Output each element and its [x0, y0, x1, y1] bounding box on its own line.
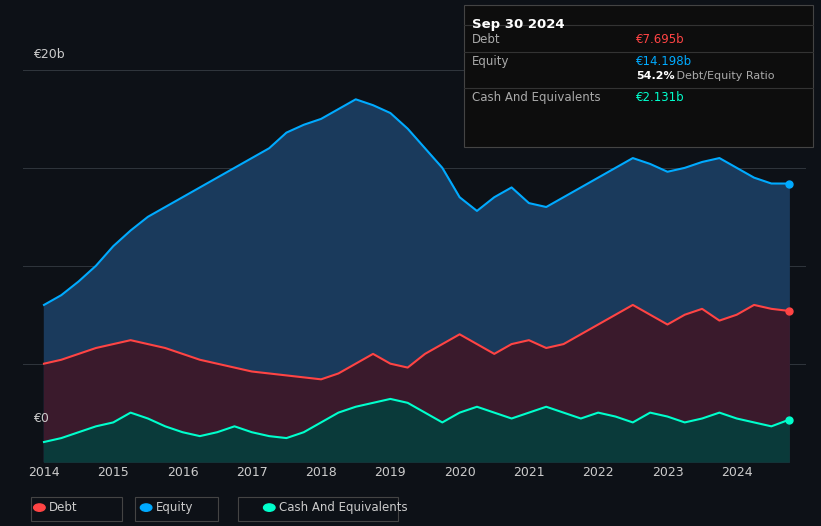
Text: Equity: Equity	[156, 501, 194, 514]
Text: Debt: Debt	[472, 33, 501, 46]
Text: Debt/Equity Ratio: Debt/Equity Ratio	[673, 71, 775, 82]
Text: Cash And Equivalents: Cash And Equivalents	[472, 91, 601, 104]
Text: €14.198b: €14.198b	[636, 55, 692, 68]
Text: Equity: Equity	[472, 55, 510, 68]
Text: Debt: Debt	[49, 501, 78, 514]
Text: 54.2%: 54.2%	[636, 71, 675, 82]
Text: Cash And Equivalents: Cash And Equivalents	[279, 501, 408, 514]
Text: €20b: €20b	[33, 48, 64, 61]
Text: €7.695b: €7.695b	[636, 33, 685, 46]
Text: €0: €0	[33, 412, 48, 425]
Text: €2.131b: €2.131b	[636, 91, 685, 104]
Text: Sep 30 2024: Sep 30 2024	[472, 18, 565, 32]
